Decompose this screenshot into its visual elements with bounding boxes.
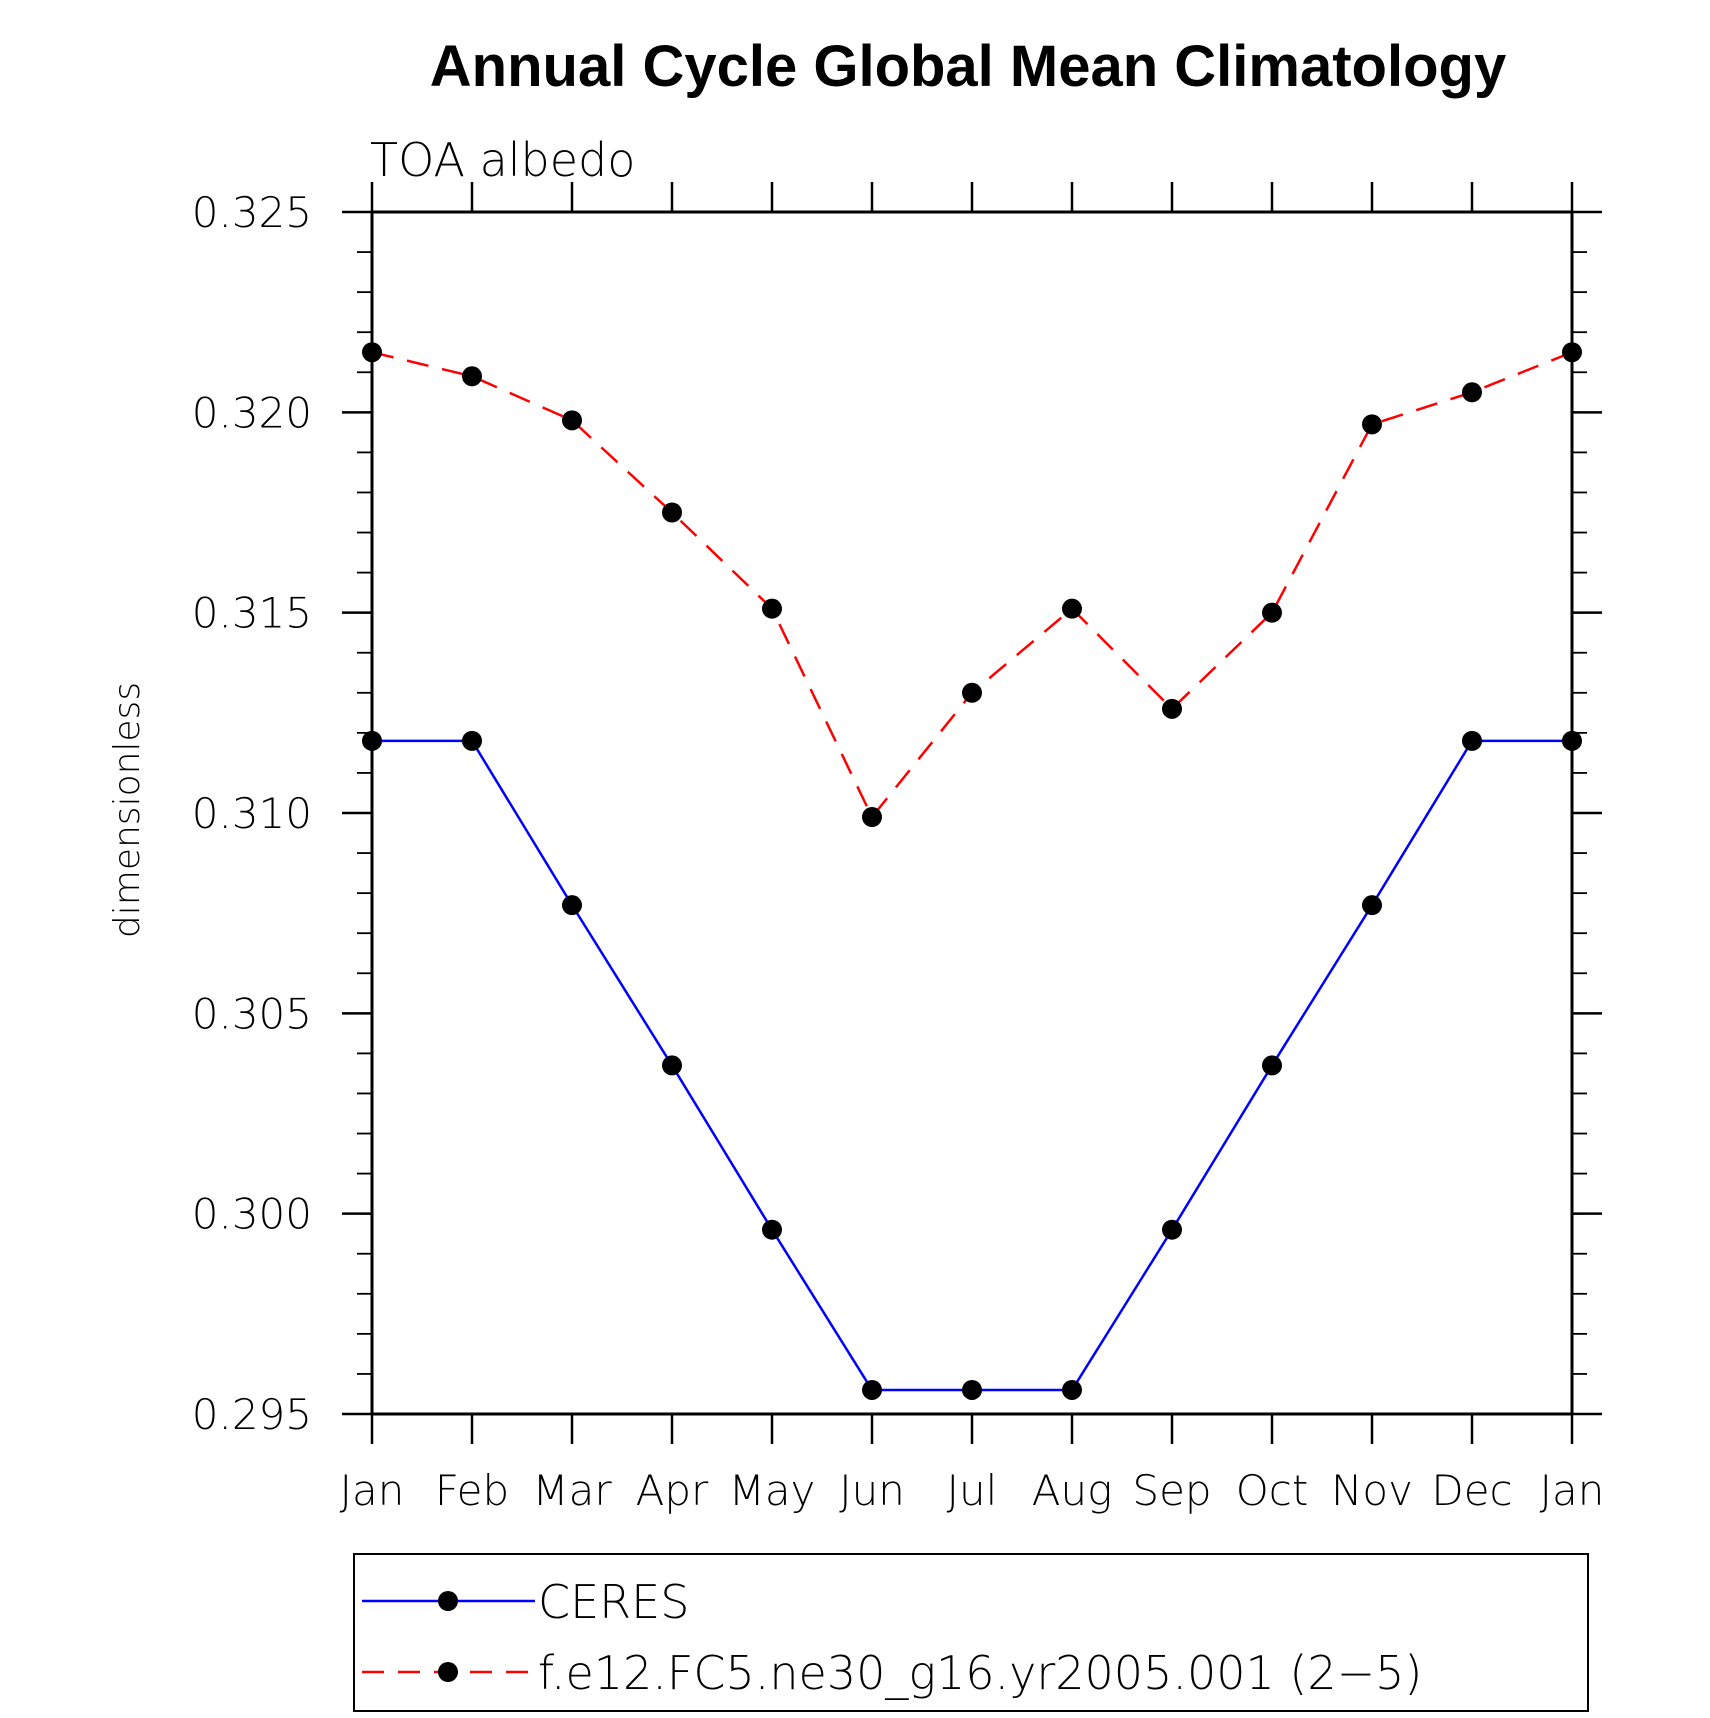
series-1-point	[662, 502, 682, 523]
x-tick-label: May	[729, 1466, 816, 1515]
series-0-point	[962, 1379, 982, 1400]
x-tick-label: Mar	[532, 1466, 612, 1515]
series-0-point	[862, 1379, 882, 1400]
chart-title: Annual Cycle Global Mean Climatology	[430, 34, 1506, 99]
series-0-point	[1462, 730, 1482, 751]
axis-ticks-layer	[342, 182, 1602, 1444]
series-0-point	[1062, 1379, 1082, 1400]
series-1-point	[462, 366, 482, 387]
x-tick-label: Aug	[1032, 1466, 1113, 1515]
y-tick-label: 0.305	[192, 989, 312, 1038]
legend-entries: CERES f.e12.FC5.ne30_g16.yr2005.001 (2−5)	[362, 1575, 1422, 1700]
x-tick-labels: Jan Feb Mar Apr May Jun Jul Aug Sep Oct Nov Dec Jan	[340, 1466, 1605, 1515]
y-tick-label: 0.310	[192, 789, 312, 838]
series-0-point	[1162, 1219, 1182, 1240]
series-0-point	[1362, 895, 1382, 916]
series-1-point	[762, 598, 782, 619]
x-tick-label: Jul	[947, 1466, 998, 1515]
series-1-point	[1162, 698, 1182, 719]
legend-box	[353, 1553, 1589, 1712]
legend-marker-1	[438, 1662, 458, 1682]
y-axis-label: dimensionless	[107, 682, 148, 938]
series-0-point	[762, 1219, 782, 1240]
x-tick-label: Feb	[435, 1466, 509, 1515]
y-tick-label: 0.325	[192, 188, 312, 237]
y-tick-labels: 0.295 0.300 0.305 0.310 0.315 0.320 0.325	[192, 188, 312, 1439]
y-tick-label: 0.320	[192, 388, 312, 437]
series-line-1	[371, 351, 1573, 820]
series-0-point	[1262, 1055, 1282, 1076]
legend-marker-0	[438, 1591, 458, 1611]
x-tick-label: Nov	[1331, 1466, 1413, 1515]
x-tick-label: Jan	[1540, 1466, 1605, 1515]
series-line-0	[372, 739, 1572, 1392]
series-0-point	[662, 1055, 682, 1076]
y-tick-label: 0.315	[192, 589, 312, 638]
plot-frame	[370, 210, 1574, 1416]
series-0-point	[462, 730, 482, 751]
series-1-point	[1362, 414, 1382, 435]
y-tick-label: 0.300	[192, 1190, 312, 1239]
x-tick-label: Sep	[1132, 1466, 1211, 1515]
chart-subtitle: TOA albedo	[370, 133, 635, 187]
x-tick-label: Jun	[839, 1466, 905, 1515]
legend-label-0: CERES	[538, 1575, 689, 1629]
series-1-point	[562, 410, 582, 431]
y-tick-label: 0.295	[192, 1390, 312, 1439]
x-tick-label: Oct	[1236, 1466, 1309, 1515]
series-1-point	[1462, 382, 1482, 403]
x-tick-label: Dec	[1431, 1466, 1512, 1515]
series-1-point	[962, 682, 982, 703]
legend-label-1: f.e12.FC5.ne30_g16.yr2005.001 (2−5)	[538, 1646, 1422, 1700]
series-0-point	[562, 895, 582, 916]
series-1-point	[1262, 602, 1282, 623]
series-1-point	[1062, 598, 1082, 619]
x-tick-label: Jan	[340, 1466, 405, 1515]
legend: CERES f.e12.FC5.ne30_g16.yr2005.001 (2−5)	[353, 1553, 1589, 1712]
series-layer	[362, 342, 1582, 1400]
series-1-point	[862, 807, 882, 828]
x-tick-label: Apr	[636, 1466, 709, 1515]
